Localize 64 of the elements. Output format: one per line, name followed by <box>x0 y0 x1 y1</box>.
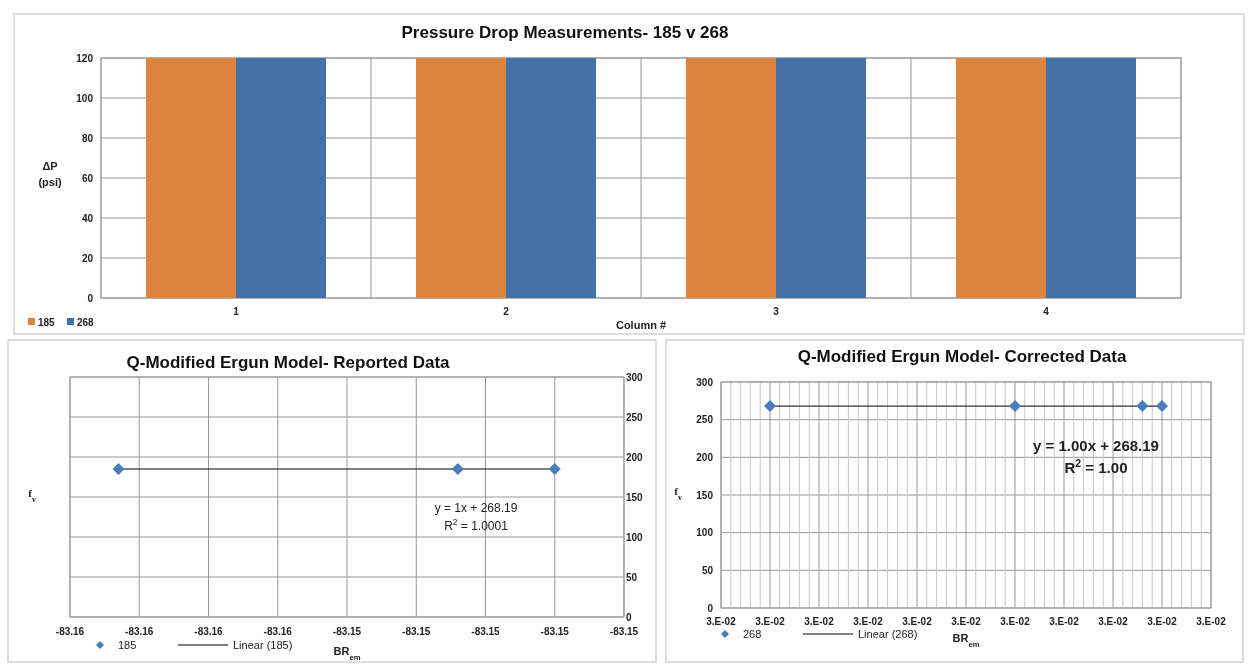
x-tick-label: 3 <box>773 306 780 317</box>
x-axis-title: BR$_{em}$ <box>333 645 361 662</box>
x-tick-label: -83.16 <box>125 626 154 637</box>
y-tick-label: 40 <box>81 212 94 224</box>
x-tick-label: -83.16 <box>263 626 293 637</box>
y-axis-title: f$_{v}$ <box>674 485 682 502</box>
y-axis-title: ΔP (psi) <box>38 160 62 188</box>
y-tick-label: 80 <box>81 132 94 144</box>
y-tick-label: 300 <box>696 376 714 388</box>
legend-label: 268 <box>77 316 95 328</box>
chart-title: Q-Modified Ergun Model- Reported Data <box>126 353 451 372</box>
x-tick-label: 3.E-02 <box>1196 616 1227 627</box>
y-tick-label: 120 <box>76 52 94 64</box>
y2-tick-label: 250 <box>626 411 644 423</box>
legend-label: Linear (268) <box>858 627 918 640</box>
annotation: R$^{2}$ = 1.0001 <box>444 517 509 533</box>
y2-tick-label: 300 <box>626 371 644 383</box>
x-tick-label: 3.E-02 <box>853 616 884 627</box>
x-tick-label: -83.15 <box>471 626 501 637</box>
x-tick-label: 4 <box>1043 306 1050 317</box>
y2-axis-title: f$_{v}$ <box>28 487 36 504</box>
x-tick-label: 3.E-02 <box>1049 616 1080 627</box>
x-tick-label: 3.E-02 <box>1000 616 1031 627</box>
y-tick-label: 200 <box>696 451 714 463</box>
legend-label: 185 <box>38 316 56 328</box>
legend-label: Linear (185) <box>233 638 293 651</box>
y-tick-label: 60 <box>81 172 94 184</box>
x-tick-label: -83.16 <box>55 626 85 637</box>
y2-tick-label: 150 <box>626 491 644 503</box>
y-tick-label: 150 <box>696 489 714 501</box>
y-tick-label: 50 <box>701 564 714 576</box>
y-tick-label: 100 <box>76 92 94 104</box>
annotation: R$^{2}$ = 1.00 <box>1064 457 1128 476</box>
x-tick-label: 3.E-02 <box>755 616 786 627</box>
x-tick-label: 3.E-02 <box>1147 616 1178 627</box>
x-tick-label: 3.E-02 <box>902 616 933 627</box>
x-tick-label: 2 <box>503 306 510 317</box>
y-tick-label: 100 <box>696 527 714 539</box>
y2-tick-label: 100 <box>626 531 644 543</box>
annotation: y = 1x + 268.19 <box>434 501 518 515</box>
chart-title: Q-Modified Ergun Model- Corrected Data <box>797 347 1127 366</box>
x-tick-label: -83.15 <box>609 626 639 637</box>
y2-tick-label: 50 <box>626 571 638 583</box>
legend-label: 268 <box>743 627 762 640</box>
y-tick-label: 20 <box>81 252 94 264</box>
legend-label: 185 <box>118 638 137 651</box>
y2-tick-label: 0 <box>626 611 632 623</box>
y2-tick-label: 200 <box>626 451 644 463</box>
x-tick-label: 1 <box>233 306 240 317</box>
x-tick-label: -83.15 <box>332 626 362 637</box>
x-tick-label: 3.E-02 <box>1098 616 1129 627</box>
x-tick-label: -83.15 <box>540 626 570 637</box>
x-tick-label: -83.16 <box>194 626 224 637</box>
y-tick-label: 0 <box>87 292 94 304</box>
x-axis-title: BR$_{em}$ <box>952 632 980 649</box>
x-tick-label: 3.E-02 <box>951 616 982 627</box>
x-axis-title: Column # <box>615 319 667 331</box>
x-tick-label: 3.E-02 <box>706 616 737 627</box>
chart-title: Pressure Drop Measurements- 185 v 268 <box>401 23 729 42</box>
x-tick-label: -83.15 <box>402 626 431 637</box>
y-tick-label: 0 <box>707 602 714 614</box>
x-tick-label: 3.E-02 <box>804 616 835 627</box>
annotation: y = 1.00x + 268.19 <box>1033 437 1159 454</box>
y-tick-label: 250 <box>696 414 714 426</box>
